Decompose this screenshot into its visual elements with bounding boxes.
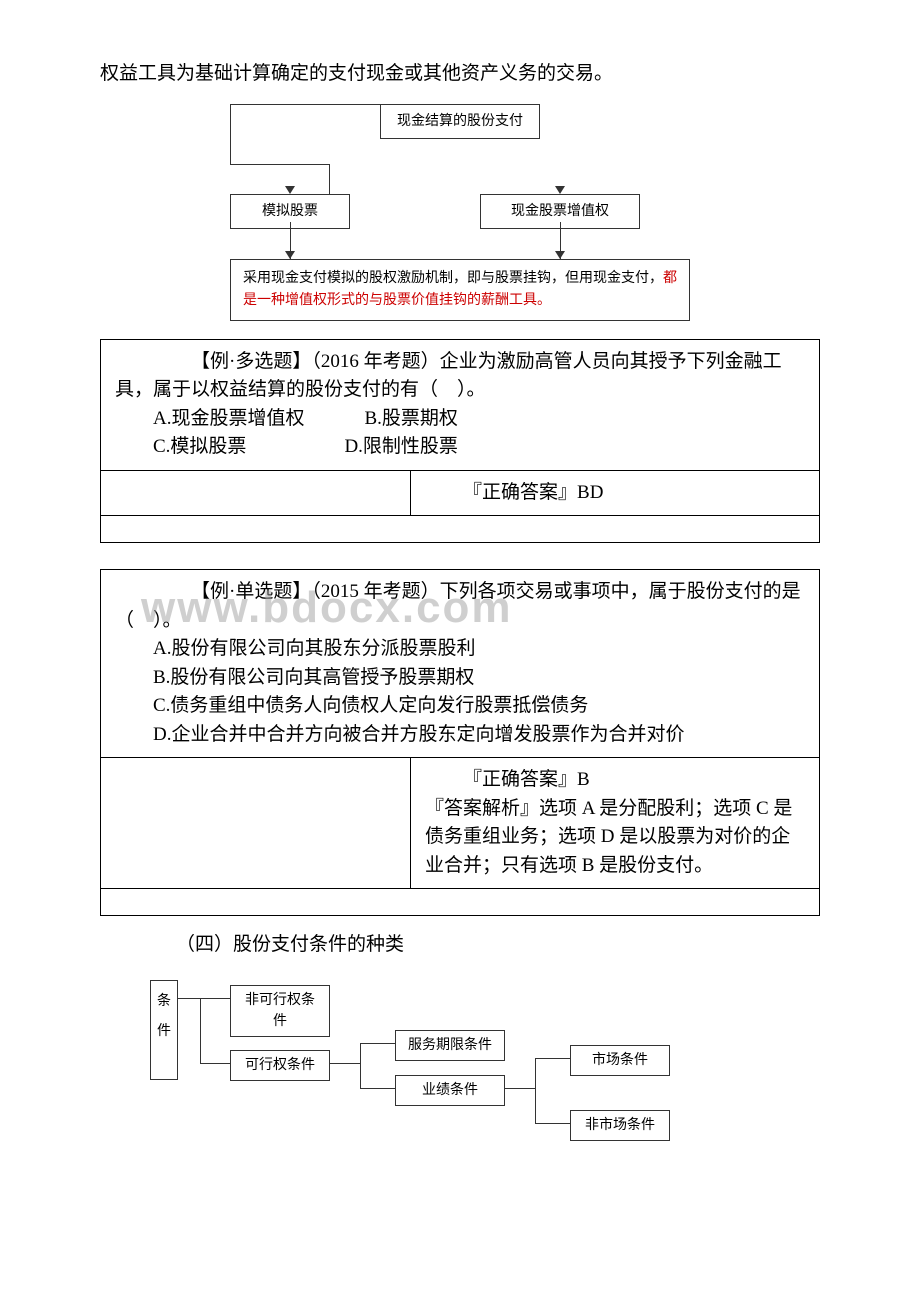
d2-node-service: 服务期限条件 [395, 1030, 505, 1061]
d2-root-node: 条件 [150, 980, 178, 1080]
d2-node-non-market: 非市场条件 [570, 1110, 670, 1141]
intro-paragraph: 权益工具为基础计算确定的支付现金或其他资产义务的交易。 [100, 60, 820, 89]
q1-option-d: D.限制性股票 [344, 433, 457, 462]
d2-node-vesting: 可行权条件 [230, 1050, 330, 1081]
question-1-answer-row: 『正确答案』BD [101, 471, 819, 517]
diagram-cash-settled: 现金结算的股份支付 模拟股票 现金股票增值权 采用现金支付模拟的股权激励机制，即… [230, 104, 690, 324]
q1-option-c: C.模拟股票 [153, 433, 246, 462]
d2-connector [178, 998, 200, 999]
q1-answer-left-cell [101, 471, 411, 516]
d2-connector [505, 1088, 535, 1089]
q2-option-b: B.股份有限公司向其高管授予股票期权 [153, 664, 805, 693]
d2-connector [200, 998, 230, 999]
section-4-title: （四）股份支付条件的种类 [100, 931, 820, 960]
d2-node-market: 市场条件 [570, 1045, 670, 1076]
q1-option-b: B.股票期权 [364, 405, 457, 434]
d2-node-non-vesting: 非可行权条件 [230, 985, 330, 1037]
d2-connector [330, 1063, 360, 1064]
question-1-box: 【例·多选题】（2016 年考题）企业为激励高管人员向其授予下列金融工具，属于以… [100, 339, 820, 544]
q1-answer: BD [577, 482, 603, 503]
d2-connector [200, 998, 201, 1063]
q2-option-d: D.企业合并中合并方向被合并方股东定向增发股票作为合并对价 [153, 721, 805, 750]
arrow-head [555, 186, 565, 194]
diagram1-top-node: 现金结算的股份支付 [380, 104, 540, 139]
question-1-stem: 【例·多选题】（2016 年考题）企业为激励高管人员向其授予下列金融工具，属于以… [101, 340, 819, 471]
d2-node-performance: 业绩条件 [395, 1075, 505, 1106]
question-2-box: www.bdocx.com 【例·单选题】（2015 年考题）下列各项交易或事项… [100, 569, 820, 916]
arrow-head [285, 186, 295, 194]
d2-connector [360, 1043, 361, 1088]
q1-answer-label: 『正确答案』 [463, 482, 577, 503]
diagram1-bottom-text: 采用现金支付模拟的股权激励机制，即与股票挂钩，但用现金支付， [243, 271, 663, 286]
q2-option-a: A.股份有限公司向其股东分派股票股利 [153, 635, 805, 664]
question-2-answer-row: 『正确答案』B 『答案解析』选项 A 是分配股利；选项 C 是债务重组业务；选项… [101, 758, 819, 889]
q2-empty-row [101, 889, 819, 915]
d2-connector [200, 1063, 230, 1064]
arrow-head [555, 251, 565, 259]
q2-answer-label: 『正确答案』 [463, 769, 577, 790]
q2-explain-label: 『答案解析』 [425, 798, 539, 819]
diagram1-connector [230, 104, 400, 164]
arrow-head [285, 251, 295, 259]
q2-answer-right-cell: 『正确答案』B 『答案解析』选项 A 是分配股利；选项 C 是债务重组业务；选项… [411, 758, 819, 888]
q1-option-a: A.现金股票增值权 [153, 405, 304, 434]
d2-connector [360, 1043, 395, 1044]
q2-answer-left-cell [101, 758, 411, 888]
question-2-stem: 【例·单选题】（2015 年考题）下列各项交易或事项中，属于股份支付的是（ ）。… [101, 570, 819, 758]
q1-tag: 【例·多选题】 [191, 351, 311, 372]
diagram-conditions: 条件 非可行权条件 可行权条件 服务期限条件 业绩条件 市场条件 非市场条件 [150, 970, 710, 1150]
q1-answer-right-cell: 『正确答案』BD [411, 471, 819, 516]
q1-empty-row [101, 516, 819, 542]
d2-connector [360, 1088, 395, 1089]
d2-connector [535, 1058, 570, 1059]
q1-year: （2016 年考题） [311, 351, 439, 372]
q2-year: （2015 年考题） [311, 581, 439, 602]
d2-connector [535, 1123, 570, 1124]
diagram1-bottom-node: 采用现金支付模拟的股权激励机制，即与股票挂钩，但用现金支付，都是一种增值权形式的… [230, 259, 690, 322]
d2-connector [535, 1058, 536, 1123]
q2-tag: 【例·单选题】 [191, 581, 311, 602]
q2-option-c: C.债务重组中债务人向债权人定向发行股票抵偿债务 [153, 692, 805, 721]
q2-answer: B [577, 769, 590, 790]
